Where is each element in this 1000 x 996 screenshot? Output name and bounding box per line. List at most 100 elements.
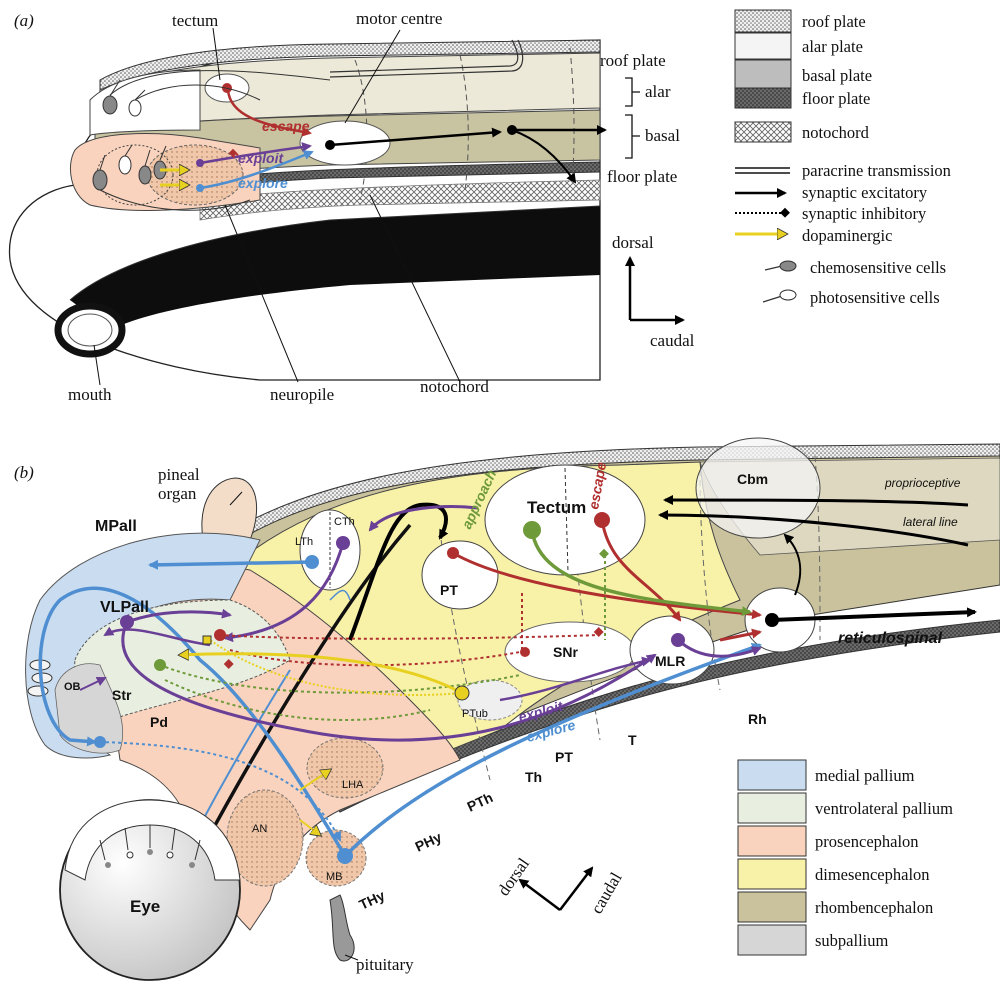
legend-text-photosensitive: photosensitive cells (810, 288, 940, 307)
neuropile-label: neuropile (270, 385, 334, 404)
tectum-label-a: tectum (172, 11, 218, 30)
legend-swatch-alar (734, 32, 792, 60)
notochord-label: notochord (420, 377, 489, 396)
legend-swatch-basal (734, 59, 792, 89)
phy-label: PHy (413, 829, 445, 855)
floor-plate-label: floor plate (607, 167, 677, 186)
pituitary-label: pituitary (356, 955, 414, 974)
legend-swatch-dimesencephalon (737, 858, 807, 890)
pineal-label: pineal (158, 465, 200, 484)
panel-b-label: (b) (14, 463, 34, 482)
legend-swatch-ventrolateral-pallium (737, 792, 807, 824)
legend-swatch-medial-pallium (737, 759, 807, 791)
caudal-axis-b: caudal (587, 869, 626, 917)
eye-shape (59, 799, 241, 981)
alar-label: alar (645, 82, 671, 101)
legend-swatch-rhombencephalon (737, 891, 807, 923)
an-label: AN (252, 823, 267, 835)
snr-label: SNr (553, 644, 578, 660)
tectum-shape (484, 464, 646, 576)
legend-text-rhombencephalon: rhombencephalon (815, 898, 933, 917)
an-shape (226, 789, 304, 887)
pituitary-shape (329, 894, 355, 962)
pretectum-shape (421, 540, 499, 610)
escape-label-a: escape (262, 118, 310, 134)
mouth-label: mouth (68, 385, 112, 404)
lth-label: LTh (295, 536, 313, 548)
th-label: Th (525, 769, 542, 785)
mpall-label: MPall (95, 518, 137, 535)
pineal-organ-shape (201, 477, 258, 549)
legend-text-basal-plate: basal plate (802, 66, 872, 85)
pt-lower-label: PT (555, 749, 573, 765)
proprioceptive-label: proprioceptive (884, 476, 961, 490)
legend-text-chemosensitive: chemosensitive cells (810, 258, 946, 277)
legend-swatch-prosencephalon (737, 825, 807, 857)
legend-text-excitatory: synaptic excitatory (802, 183, 928, 202)
approach-pathways (154, 521, 752, 721)
organ-label: organ (158, 484, 197, 503)
cerebellum-shape (695, 437, 821, 539)
roof-plate-label: roof plate (600, 51, 666, 70)
dorsal-axis-a: dorsal (612, 233, 654, 252)
dorsal-axis-b: dorsal (494, 854, 534, 899)
legend-text-roof-plate: roof plate (802, 12, 866, 31)
cth-label: CTh (334, 516, 355, 528)
photosensitive-cell-icon (762, 289, 797, 303)
legend-text-dimesencephalon: dimesencephalon (815, 865, 930, 884)
legend-swatch-roof (734, 9, 792, 33)
explore-label-a: explore (238, 175, 288, 191)
legend-text-alar-plate: alar plate (802, 37, 863, 56)
cbm-label: Cbm (737, 471, 768, 487)
tectum-label-b: Tectum (527, 498, 586, 517)
pt-upper-label: PT (440, 582, 458, 598)
mb-shape (305, 829, 367, 887)
thy-label: THy (357, 887, 388, 913)
pth-label: PTh (465, 789, 496, 815)
exploit-label-a: exploit (238, 150, 284, 166)
vlpall-label: VLPall (100, 599, 149, 616)
mlr-label: MLR (655, 653, 685, 669)
sensory-cells-a (92, 79, 167, 191)
motor-centre-label: motor centre (356, 9, 442, 28)
legend-text-ventrolateral-pallium: ventrolateral pallium (815, 799, 953, 818)
legend-line-paracrine (735, 167, 790, 174)
legend-swatch-notochord (734, 121, 792, 143)
mb-label: MB (326, 871, 343, 883)
pd-label: Pd (150, 714, 168, 730)
reticulospinal-label: reticulospinal (838, 630, 943, 647)
legend-text-subpallium: subpallium (815, 931, 888, 950)
dopaminergic-pathways (180, 635, 470, 835)
legend-swatch-floor (734, 87, 792, 109)
panel-a: (a) tectum motor centre roof plate alar … (8, 9, 695, 404)
rh-label: Rh (748, 711, 767, 727)
legend-text-prosencephalon: prosencephalon (815, 832, 919, 851)
eye-label: Eye (130, 897, 160, 916)
legend-text-inhibitory: synaptic inhibitory (802, 204, 927, 223)
legend-text-notochord: notochord (802, 123, 870, 142)
basal-label: basal (645, 126, 680, 145)
lha-label: LHA (342, 779, 364, 791)
ob-label: OB (64, 681, 81, 693)
legend-b: medial pallium ventrolateral pallium pro… (737, 759, 953, 956)
chemosensitive-cell-icon (764, 260, 797, 272)
mlr-shape (629, 615, 715, 685)
caudal-axis-a: caudal (650, 331, 695, 350)
legend-text-medial-pallium: medial pallium (815, 766, 915, 785)
legend-swatch-subpallium (737, 924, 807, 956)
ptub-shape (457, 679, 523, 721)
t-label: T (628, 732, 637, 748)
panel-a-label: (a) (14, 11, 34, 30)
legend-text-dopaminergic: dopaminergic (802, 226, 892, 245)
escape-pathways (214, 512, 762, 669)
exploit-pathways (79, 505, 762, 742)
explore-pathways (38, 555, 762, 864)
legend-text-paracrine: paracrine transmission (802, 161, 951, 180)
lateral-line-label: lateral line (903, 515, 958, 529)
legend-a: roof plate alar plate basal plate floor … (734, 9, 951, 307)
ptub-label: PTub (462, 708, 488, 720)
str-label: Str (112, 687, 132, 703)
legend-text-floor-plate: floor plate (802, 89, 870, 108)
panel-b: (b) pineal organ MPall VLPall LTh CTh PT… (14, 437, 1000, 981)
